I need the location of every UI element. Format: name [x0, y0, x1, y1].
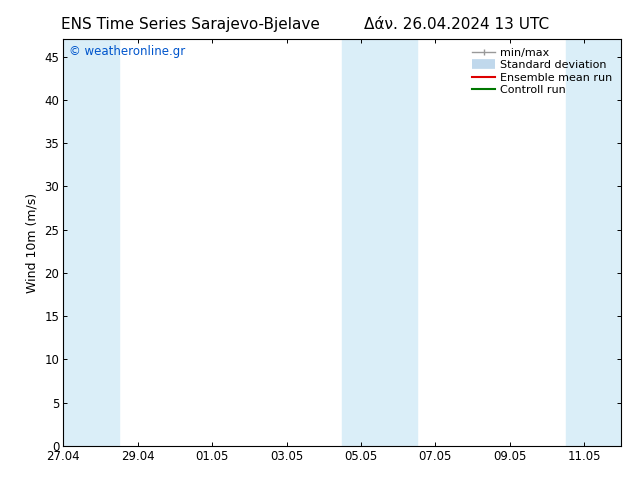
Text: ENS Time Series Sarajevo-Bjelave: ENS Time Series Sarajevo-Bjelave	[61, 17, 320, 32]
Y-axis label: Wind 10m (m/s): Wind 10m (m/s)	[26, 193, 39, 293]
Legend: min/max, Standard deviation, Ensemble mean run, Controll run: min/max, Standard deviation, Ensemble me…	[469, 45, 616, 98]
Text: Δάν. 26.04.2024 13 UTC: Δάν. 26.04.2024 13 UTC	[364, 17, 549, 32]
Bar	[63, 39, 119, 446]
Bar	[566, 39, 621, 446]
Bar	[342, 39, 417, 446]
Text: © weatheronline.gr: © weatheronline.gr	[69, 45, 185, 58]
